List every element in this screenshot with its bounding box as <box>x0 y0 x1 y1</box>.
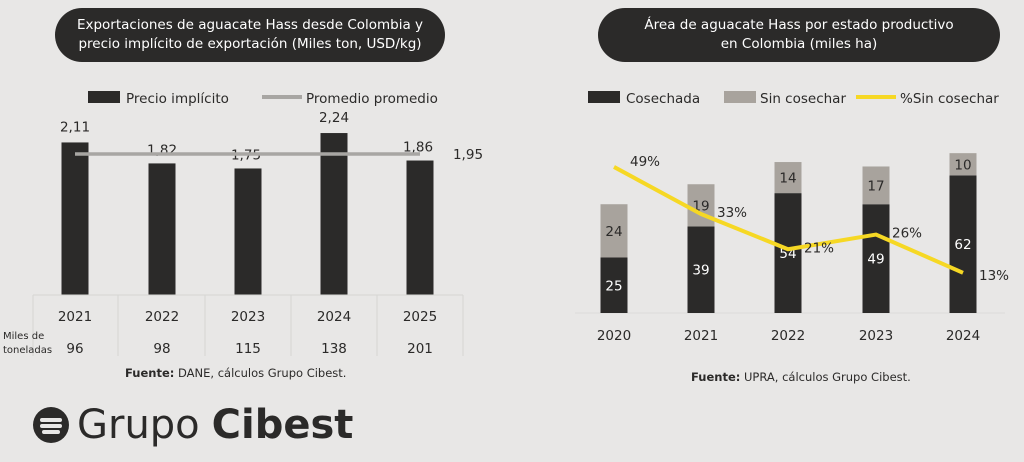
source-label: Fuente: <box>691 370 741 384</box>
bar-precio <box>61 142 89 295</box>
bar-precio <box>234 168 262 295</box>
table-value: 201 <box>407 341 433 357</box>
data-label: 2,24 <box>319 110 349 126</box>
table-value: 138 <box>321 341 347 357</box>
data-label-cosechada: 39 <box>692 263 709 279</box>
legend-label-promedio: Promedio promedio <box>306 91 438 107</box>
x-tick-label: 2025 <box>403 309 437 325</box>
left-chart-title: Exportaciones de aguacate Hass desde Col… <box>55 8 445 62</box>
pct-label: 26% <box>892 226 922 242</box>
pct-label: 33% <box>717 205 747 221</box>
data-label-cosechada: 62 <box>954 237 971 253</box>
legend-swatch-cosechada <box>588 91 620 103</box>
data-label-sin-cosechar: 14 <box>779 171 796 187</box>
legend-swatch-sin-cosechar <box>724 91 756 103</box>
bar-cosechada <box>862 204 890 313</box>
bar-precio <box>148 163 176 295</box>
legend-swatch-precio <box>88 91 120 103</box>
x-tick-label: 2023 <box>859 328 893 344</box>
bar-sin-cosechar <box>600 204 628 258</box>
x-tick-label: 2024 <box>946 328 980 344</box>
source-text: UPRA, cálculos Grupo Cibest. <box>740 370 911 384</box>
table-value: 115 <box>235 341 261 357</box>
x-tick-label: 2021 <box>684 328 718 344</box>
x-tick-label: 2024 <box>317 309 351 325</box>
legend-label-sin-cosechar: Sin cosechar <box>760 91 846 107</box>
table-row-label: Miles de <box>3 331 44 342</box>
right-source: Fuente: UPRA, cálculos Grupo Cibest. <box>691 370 911 384</box>
bar-cosechada <box>687 226 715 313</box>
source-label: Fuente: <box>125 366 175 380</box>
pct-label: 21% <box>804 240 834 256</box>
data-label-cosechada: 49 <box>867 252 884 268</box>
x-tick-label: 2022 <box>145 309 179 325</box>
logo-icon <box>33 407 69 443</box>
bar-sin-cosechar <box>949 153 977 176</box>
data-label: 2,11 <box>60 119 90 135</box>
average-label: 1,95 <box>453 147 483 163</box>
data-label-sin-cosechar: 24 <box>605 224 622 240</box>
bar-sin-cosechar <box>774 162 802 194</box>
x-tick-label: 2023 <box>231 309 265 325</box>
right-chart-title: Área de aguacate Hass por estado product… <box>598 8 1000 62</box>
pct-label: 49% <box>630 154 660 170</box>
legend-label-cosechada: Cosechada <box>626 91 700 107</box>
bar-cosechada <box>949 175 977 313</box>
bar-cosechada <box>600 257 628 313</box>
data-label-cosechada: 25 <box>605 278 622 294</box>
pct-label: 13% <box>979 268 1009 284</box>
table-row-label: toneladas <box>3 345 52 356</box>
legend-label-pct: %Sin cosechar <box>900 91 999 107</box>
bar-precio <box>320 133 348 295</box>
x-tick-label: 2021 <box>58 309 92 325</box>
bar-precio <box>406 160 434 295</box>
left-source: Fuente: DANE, cálculos Grupo Cibest. <box>125 366 346 380</box>
table-value: 98 <box>153 341 170 357</box>
x-tick-label: 2020 <box>597 328 631 344</box>
data-label-sin-cosechar: 17 <box>867 178 884 194</box>
legend-label-precio: Precio implícito <box>126 91 229 107</box>
data-label-sin-cosechar: 10 <box>954 157 971 173</box>
logo-text: Grupo <box>77 402 200 448</box>
bar-cosechada <box>774 193 802 313</box>
source-text: DANE, cálculos Grupo Cibest. <box>174 366 347 380</box>
data-label: 1,82 <box>147 142 177 158</box>
data-label: 1,86 <box>403 140 433 156</box>
pct-line <box>613 165 964 275</box>
table-value: 96 <box>66 341 83 357</box>
bar-sin-cosechar <box>862 166 890 205</box>
x-tick-label: 2022 <box>771 328 805 344</box>
logo-text-bold: Cibest <box>211 402 354 448</box>
logo: Grupo Cibest <box>33 402 353 448</box>
